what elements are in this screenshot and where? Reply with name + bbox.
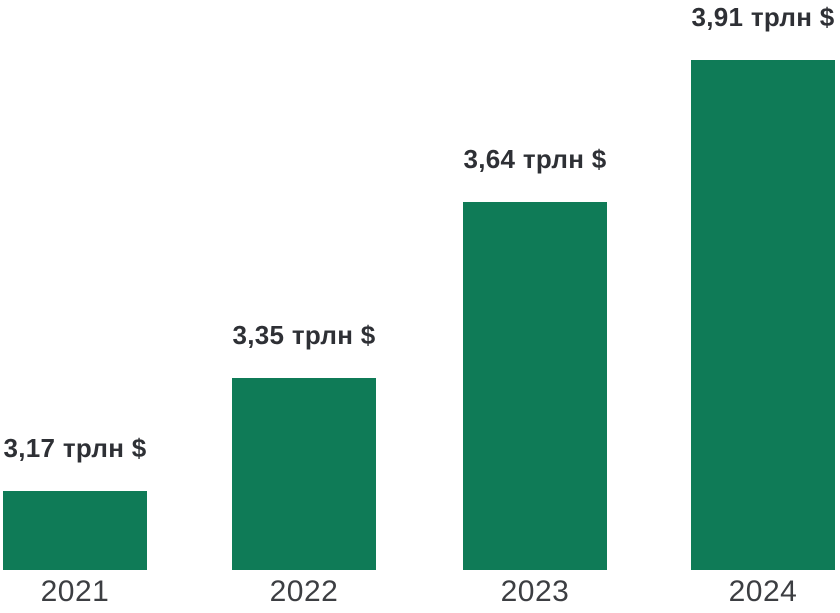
x-axis-label-2023: 2023 bbox=[500, 575, 570, 608]
bar-2022 bbox=[232, 378, 376, 570]
bar-2024 bbox=[691, 60, 835, 570]
value-label-2023: 3,64 трлн $ bbox=[463, 144, 607, 175]
bar-2023 bbox=[463, 202, 607, 570]
value-label-2021: 3,17 трлн $ bbox=[3, 433, 147, 464]
bar-2021 bbox=[3, 491, 147, 570]
x-axis-label-2024: 2024 bbox=[728, 575, 798, 608]
x-axis-label-2021: 2021 bbox=[40, 575, 110, 608]
x-axis-label-2022: 2022 bbox=[269, 575, 339, 608]
value-label-2024: 3,91 трлн $ bbox=[691, 2, 835, 33]
value-label-2022: 3,35 трлн $ bbox=[232, 320, 376, 351]
